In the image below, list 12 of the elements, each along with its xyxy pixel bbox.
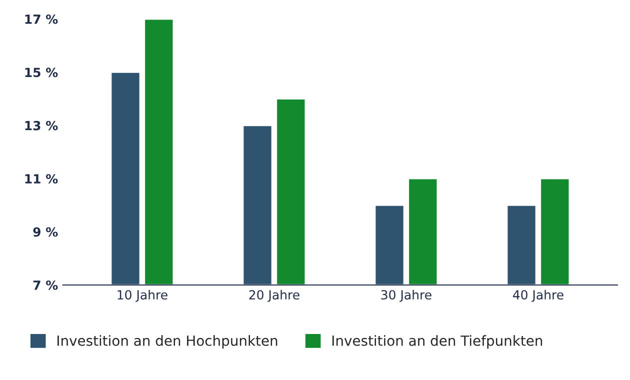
legend-label: Investition an den Tiefpunkten [332, 335, 542, 349]
y-tick-label: 7 % [33, 280, 58, 290]
x-tick-label: 10 Jahre [118, 290, 168, 302]
x-tick-label: 20 Jahre [249, 290, 300, 302]
x-tick-label: 40 Jahre [512, 290, 564, 302]
x-tick-label: 30 Jahre [381, 290, 432, 302]
y-tick-label: 13 % [25, 120, 58, 130]
y-tick-label: 17 % [25, 14, 58, 24]
legend-label: Investition an den Hochpunkten [58, 335, 278, 349]
y-tick-label: 9 % [33, 227, 58, 237]
y-tick-label: 15 % [25, 68, 58, 78]
y-tick-label: 11 % [25, 174, 58, 184]
